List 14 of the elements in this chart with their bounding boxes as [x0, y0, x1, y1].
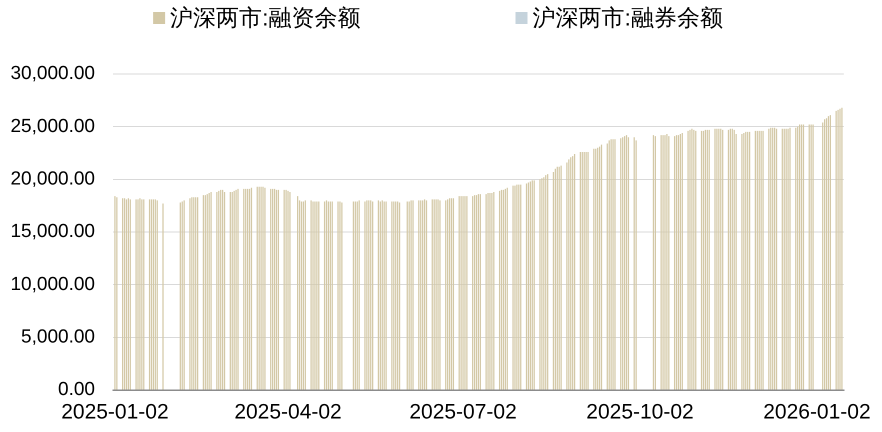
y-tick-label: 0.00 [58, 379, 95, 400]
legend-label: 沪深两市:融券余额 [532, 4, 723, 30]
x-tick-label: 2025-07-02 [409, 400, 517, 424]
y-tick-label: 10,000.00 [10, 274, 95, 295]
y-tick-label: 5,000.00 [21, 326, 95, 348]
x-tick-label: 2025-01-02 [61, 400, 169, 424]
legend-label: 沪深两市:融资余额 [170, 4, 360, 30]
y-tick-label: 20,000.00 [10, 168, 95, 190]
x-tick-label: 2025-10-02 [586, 400, 694, 424]
x-tick-label: 2025-04-02 [234, 400, 342, 424]
y-tick-label: 25,000.00 [10, 116, 95, 137]
y-tick-label: 15,000.00 [10, 221, 95, 242]
x-tick-label: 2026-01-02 [763, 400, 871, 424]
y-tick-label: 30,000.00 [10, 63, 95, 84]
